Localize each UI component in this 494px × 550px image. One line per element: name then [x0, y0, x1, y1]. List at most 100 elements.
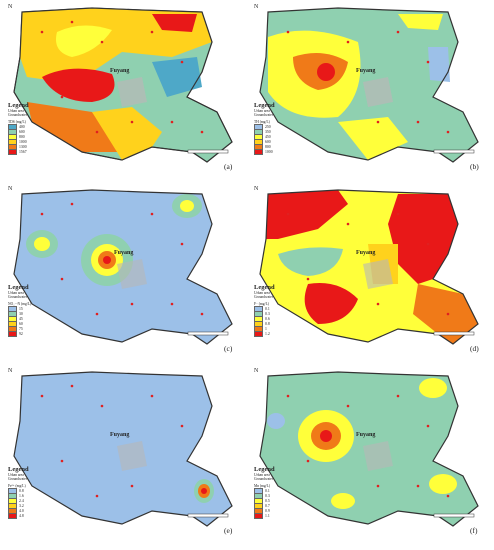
legend-swatch: [254, 148, 263, 155]
legend-swatch: [254, 512, 263, 519]
legend-class-label: 0.6: [265, 316, 270, 321]
legend: Legend Urban area Groundwater TH (mg/L) …: [254, 102, 304, 155]
legend-class-label: 15: [19, 306, 23, 311]
legend-urban: Urban area: [254, 291, 270, 295]
legend-gw: Groundwater: [254, 477, 273, 481]
legend-class-label: 1.2: [265, 331, 270, 336]
legend-class-label: 4.0: [19, 508, 24, 513]
legend-title: Legend: [8, 284, 29, 291]
north-arrow: N: [254, 368, 259, 374]
legend-class-label: 3.2: [19, 503, 24, 508]
legend-class: 1.2: [254, 330, 304, 337]
legend: Legend Urban area Groundwater Mn (mg/L) …: [254, 466, 304, 519]
panel-label: (f): [470, 526, 478, 535]
panel-label: (d): [470, 344, 479, 353]
legend-class-label: 0.7: [265, 503, 270, 508]
legend-class: 1000: [254, 148, 304, 155]
legend-title: Legend: [254, 102, 275, 109]
map-d: [259, 189, 479, 345]
legend-class-label: 60: [19, 321, 23, 326]
legend-class-label: 92: [19, 331, 23, 336]
map-f: [259, 371, 479, 527]
legend-class-label: 600: [265, 139, 271, 144]
legend-class-label: 400: [19, 124, 25, 129]
legend-class-label: 0.3: [265, 311, 270, 316]
legend-class-label: 4.8: [19, 513, 24, 518]
city-label: Fuyang: [110, 432, 130, 438]
legend-title: Legend: [8, 102, 29, 109]
legend-class-label: 800: [19, 134, 25, 139]
north-arrow: N: [254, 186, 259, 192]
panel-label: (e): [224, 526, 233, 535]
panel-f: N Fuyang Legend Urban area Groundwater M…: [248, 366, 492, 546]
legend-class-label: 600: [19, 129, 25, 134]
panel-d: N Fuyang Legend Urban area Groundwater F…: [248, 184, 492, 364]
legend-swatch: [8, 330, 17, 337]
legend-gw: Groundwater: [254, 295, 273, 299]
legend-class-label: 1300: [19, 144, 27, 149]
legend-class-label: 0.3: [265, 493, 270, 498]
legend-class-label: 0.1: [265, 306, 270, 311]
legend-swatch: [8, 512, 17, 519]
legend-unit: TH (mg/L): [254, 120, 270, 124]
legend-unit: Mn (mg/L): [254, 484, 271, 488]
legend-class-label: 30: [19, 311, 23, 316]
legend-class-label: 450: [265, 134, 271, 139]
panel-b: N Fuyang Legend Urban area Groundwater T…: [248, 2, 492, 182]
panel-e: N Fuyang Legend Urban area Groundwater F…: [2, 366, 246, 546]
legend-swatch: [8, 148, 17, 155]
legend-class-label: 0.5: [265, 498, 270, 503]
legend-unit: Fe²⁺ (mg/L): [8, 484, 26, 488]
legend-class-label: 0.8: [19, 488, 24, 493]
legend-title: Legend: [8, 466, 29, 473]
legend-class-label: 1000: [265, 149, 273, 154]
city-label: Fuyang: [356, 68, 376, 74]
north-arrow: N: [254, 4, 259, 10]
legend-gw: Groundwater: [8, 295, 27, 299]
legend-urban: Urban area: [254, 109, 270, 113]
city-label: Fuyang: [356, 250, 376, 256]
panel-label: (b): [470, 162, 479, 171]
legend: Legend Urban area Groundwater TDS (mg/L)…: [8, 102, 58, 155]
legend-unit: F⁻ (mg/L): [254, 302, 269, 306]
map-a: [13, 7, 233, 163]
legend: Legend Urban area Groundwater Fe²⁺ (mg/L…: [8, 466, 58, 519]
legend-class-label: 45: [19, 316, 23, 321]
panel-c: N Fuyang Legend Urban area Groundwater N…: [2, 184, 246, 364]
panel-label: (c): [224, 344, 233, 353]
map-b: [259, 7, 479, 163]
city-label: Fuyang: [356, 432, 376, 438]
legend-class: 1567: [8, 148, 58, 155]
north-arrow: N: [8, 186, 13, 192]
north-arrow: N: [8, 368, 13, 374]
legend-gw: Groundwater: [8, 477, 27, 481]
legend-class-label: 75: [19, 326, 23, 331]
legend-class-label: 800: [265, 144, 271, 149]
legend-urban: Urban area: [254, 473, 270, 477]
legend-class: 4.8: [8, 512, 58, 519]
legend-class-label: 0.9: [265, 508, 270, 513]
legend-class: 92: [8, 330, 58, 337]
panel-label: (a): [224, 162, 233, 171]
legend-class-label: 2.4: [19, 498, 24, 503]
city-label: Fuyang: [110, 68, 130, 74]
legend-class-label: 1.6: [19, 493, 24, 498]
legend-class-label: 0.1: [265, 488, 270, 493]
legend-class-label: 250: [265, 124, 271, 129]
legend-class-label: 0.8: [265, 321, 270, 326]
legend-class-label: 1.1: [265, 513, 270, 518]
legend-class-label: 1567: [19, 149, 27, 154]
legend-class-label: 1000: [19, 139, 27, 144]
legend-unit: TDS (mg/L): [8, 120, 26, 124]
legend: Legend Urban area Groundwater NO₃⁻-N (mg…: [8, 284, 58, 337]
north-arrow: N: [8, 4, 13, 10]
legend-gw: Groundwater: [254, 113, 273, 117]
city-label: Fuyang: [114, 250, 134, 256]
legend-urban: Urban area: [8, 109, 24, 113]
legend-class-label: 1: [265, 326, 267, 331]
map-e: [13, 371, 233, 527]
legend: Legend Urban area Groundwater F⁻ (mg/L) …: [254, 284, 304, 337]
panel-a: N Fuyang Legend Urban area Groundwater T…: [2, 2, 246, 182]
legend-swatch: [254, 330, 263, 337]
legend-unit: NO₃⁻-N (mg/L): [8, 302, 32, 306]
